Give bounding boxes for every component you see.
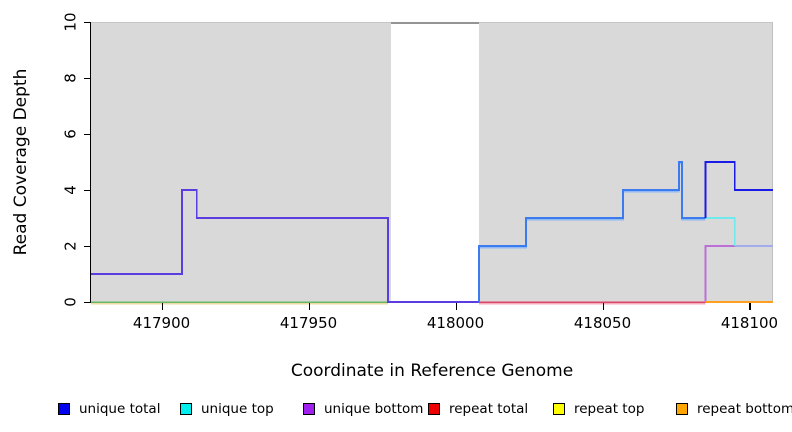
legend-label: repeat total <box>449 401 529 417</box>
x-tick <box>749 303 751 310</box>
plot-area <box>91 22 773 305</box>
legend: unique total unique top unique bottom repea… <box>0 399 792 421</box>
x-tick-label: 417950 <box>279 314 338 332</box>
x-tick-label: 418050 <box>573 314 632 332</box>
y-tick-label: 0 <box>61 297 80 307</box>
y-tick-label: 4 <box>61 185 80 195</box>
legend-item-repeat-bottom: repeat bottom <box>676 399 792 419</box>
legend-item-unique-bottom: unique bottom <box>303 399 423 419</box>
legend-swatch-icon <box>553 403 565 415</box>
legend-swatch-icon <box>303 403 315 415</box>
legend-item-unique-top: unique top <box>180 399 274 419</box>
y-tick-label: 8 <box>61 73 80 83</box>
y-tick <box>84 190 91 192</box>
legend-label: unique bottom <box>324 401 424 417</box>
legend-label: unique total <box>79 401 161 417</box>
y-tick-label: 6 <box>61 129 80 139</box>
y-tick-label: 2 <box>61 241 80 251</box>
legend-label: repeat top <box>574 401 645 417</box>
legend-swatch-icon <box>180 403 192 415</box>
legend-swatch-icon <box>676 403 688 415</box>
y-axis-line <box>90 22 92 303</box>
y-tick <box>84 246 91 248</box>
unique-bottom-left <box>91 189 479 303</box>
legend-label: repeat bottom <box>697 401 792 417</box>
x-tick <box>161 303 163 310</box>
coverage-lines-canvas <box>91 161 773 305</box>
legend-label: unique top <box>201 401 274 417</box>
x-tick-label: 418100 <box>720 314 779 332</box>
unshaded-repeat-region <box>390 22 480 302</box>
legend-item-repeat-total: repeat total <box>428 399 528 419</box>
legend-item-unique-total: unique total <box>58 399 160 419</box>
unique-total-right <box>704 161 773 218</box>
x-axis-title: Coordinate in Reference Genome <box>290 361 574 381</box>
unique-bottom-right <box>704 245 735 302</box>
unique-total-mid <box>478 161 706 302</box>
unique-top-right <box>705 217 736 246</box>
y-tick <box>84 302 91 304</box>
y-tick-label: 10 <box>61 12 80 32</box>
y-tick <box>84 22 91 24</box>
unique-total-mid-underlay <box>479 162 706 249</box>
y-axis-title: Read Coverage Depth <box>11 68 31 256</box>
legend-item-repeat-top: repeat top <box>553 399 644 419</box>
legend-swatch-icon <box>58 403 70 415</box>
x-tick <box>455 303 457 310</box>
x-tick-label: 417900 <box>132 314 191 332</box>
x-tick <box>602 303 604 310</box>
y-tick <box>84 78 91 80</box>
x-tick <box>308 303 310 310</box>
legend-swatch-icon <box>428 403 440 415</box>
x-tick-label: 418000 <box>426 314 485 332</box>
y-tick <box>84 134 91 136</box>
